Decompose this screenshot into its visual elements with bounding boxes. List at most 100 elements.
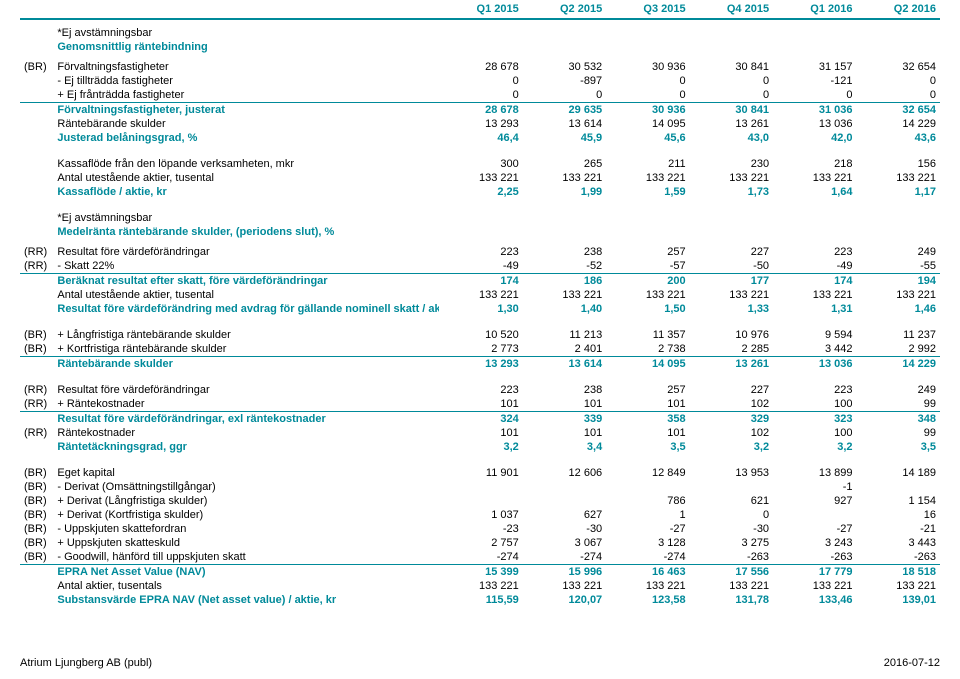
cell-value: -23 — [439, 522, 522, 536]
cell-value: 2 992 — [857, 342, 941, 357]
row-tag: (BR) — [20, 60, 53, 74]
cell-value: 238 — [523, 245, 606, 259]
note-text: *Ej avstämningsbar — [53, 211, 940, 225]
cell-value: 133 221 — [690, 579, 773, 593]
cell-value: 30 936 — [606, 103, 689, 118]
cell-value: 11 357 — [606, 328, 689, 342]
cell-value: 13 261 — [690, 117, 773, 131]
cell-value: 156 — [857, 157, 941, 171]
cell-value — [606, 480, 689, 494]
row-tag — [20, 131, 53, 145]
row-tag — [20, 579, 53, 593]
financial-table: Q1 2015 Q2 2015 Q3 2015 Q4 2015 Q1 2016 … — [20, 0, 940, 607]
cell-value: 174 — [439, 274, 522, 289]
table-row: Antal utestående aktier, tusental 133 221… — [20, 171, 940, 185]
row-label: + Räntekostnader — [53, 397, 439, 412]
row-label: - Uppskjuten skattefordran — [53, 522, 439, 536]
cell-value: 28 678 — [439, 60, 522, 74]
cell-value: 120,07 — [523, 593, 606, 607]
cell-value: 133 221 — [690, 171, 773, 185]
cell-value: 17 556 — [690, 565, 773, 580]
cell-value: 43,0 — [690, 131, 773, 145]
cell-value: 3 128 — [606, 536, 689, 550]
cell-value: 123,58 — [606, 593, 689, 607]
col-q1-2015: Q1 2015 — [439, 0, 522, 19]
row-label: - Goodwill, hänförd till uppskjuten skat… — [53, 550, 439, 565]
row-tag — [20, 185, 53, 199]
cell-value: 2 401 — [523, 342, 606, 357]
cell-value: 3 243 — [773, 536, 856, 550]
row-label: Förvaltningsfastigheter, justerat — [53, 103, 439, 118]
cell-value: 133 221 — [773, 288, 856, 302]
cell-value: 133 221 — [606, 288, 689, 302]
table-row: - Ej tillträdda fastigheter0-89700-1210 — [20, 74, 940, 88]
table-row: (BR)Förvaltningsfastigheter28 67830 5323… — [20, 60, 940, 74]
cell-value: 1,31 — [773, 302, 856, 316]
cell-value: 101 — [606, 426, 689, 440]
cell-value: 14 189 — [857, 466, 941, 480]
cell-value: 3,5 — [606, 440, 689, 454]
section-title: Medelränta räntebärande skulder, (period… — [53, 225, 940, 239]
note-text: *Ej avstämningsbar — [53, 26, 940, 40]
row-label: Förvaltningsfastigheter — [53, 60, 439, 74]
cell-value: 133 221 — [606, 171, 689, 185]
cell-value: 14 229 — [857, 357, 941, 372]
row-label: + Derivat (Långfristiga skulder) — [53, 494, 439, 508]
table-row: (BR)- Uppskjuten skattefordran-23-30-27-… — [20, 522, 940, 536]
cell-value: 211 — [606, 157, 689, 171]
page-footer: Atrium Ljungberg AB (publ) 2016-07-12 — [0, 627, 960, 679]
cell-value: 0 — [857, 88, 941, 103]
cell-value: -57 — [606, 259, 689, 274]
row-label: Räntetäckningsgrad, ggr — [53, 440, 439, 454]
cell-value: 3 275 — [690, 536, 773, 550]
cell-value: -27 — [773, 522, 856, 536]
cell-value: -1 — [773, 480, 856, 494]
row-label: Resultat före värdeförändringar — [53, 383, 439, 397]
cell-value: 0 — [773, 88, 856, 103]
cell-value: 2,25 — [439, 185, 522, 199]
table-row: (BR)+ Derivat (Kortfristiga skulder)1 03… — [20, 508, 940, 522]
row-tag — [20, 593, 53, 607]
cell-value: 1,17 — [857, 185, 941, 199]
cell-value: 300 — [439, 157, 522, 171]
cell-value: 14 095 — [606, 117, 689, 131]
cell-value: 100 — [773, 397, 856, 412]
cell-value: 30 936 — [606, 60, 689, 74]
cell-value — [523, 480, 606, 494]
cell-value: 12 606 — [523, 466, 606, 480]
footer-date: 2016-07-12 — [884, 657, 940, 669]
table-row: (BR)Eget kapital11 90112 60612 84913 953… — [20, 466, 940, 480]
cell-value: 249 — [857, 383, 941, 397]
cell-value: 238 — [523, 383, 606, 397]
cell-value: 133 221 — [523, 579, 606, 593]
cell-value: 3 067 — [523, 536, 606, 550]
cell-value: 358 — [606, 412, 689, 427]
row-label: Justerad belåningsgrad, % — [53, 131, 439, 145]
cell-value: 1,33 — [690, 302, 773, 316]
cell-value: 31 036 — [773, 103, 856, 118]
cell-value: 223 — [773, 245, 856, 259]
table-row: (BR)+ Kortfristiga räntebärande skulder2… — [20, 342, 940, 357]
row-label: Antal utestående aktier, tusental — [53, 171, 439, 185]
cell-value: 0 — [690, 88, 773, 103]
cell-value: -263 — [857, 550, 941, 565]
cell-value — [857, 480, 941, 494]
cell-value: 133 221 — [439, 579, 522, 593]
row-label: + Derivat (Kortfristiga skulder) — [53, 508, 439, 522]
cell-value: 1,50 — [606, 302, 689, 316]
cell-value: -50 — [690, 259, 773, 274]
cell-value: 1,64 — [773, 185, 856, 199]
cell-value: 13 293 — [439, 357, 522, 372]
row-tag — [20, 157, 53, 171]
cell-value: 13 953 — [690, 466, 773, 480]
cell-value: 15 399 — [439, 565, 522, 580]
table-row: Resultat före värdeförändring med avdrag… — [20, 302, 940, 316]
cell-value: 3,2 — [439, 440, 522, 454]
cell-value: 14 229 — [857, 117, 941, 131]
cell-value: 101 — [523, 426, 606, 440]
table-row: Förvaltningsfastigheter, justerat28 6782… — [20, 103, 940, 118]
table-row: (RR)+ Räntekostnader10110110110210099 — [20, 397, 940, 412]
row-label: Substansvärde EPRA NAV (Net asset value)… — [53, 593, 439, 607]
cell-value: 18 518 — [857, 565, 941, 580]
row-label: - Derivat (Omsättningstillgångar) — [53, 480, 439, 494]
